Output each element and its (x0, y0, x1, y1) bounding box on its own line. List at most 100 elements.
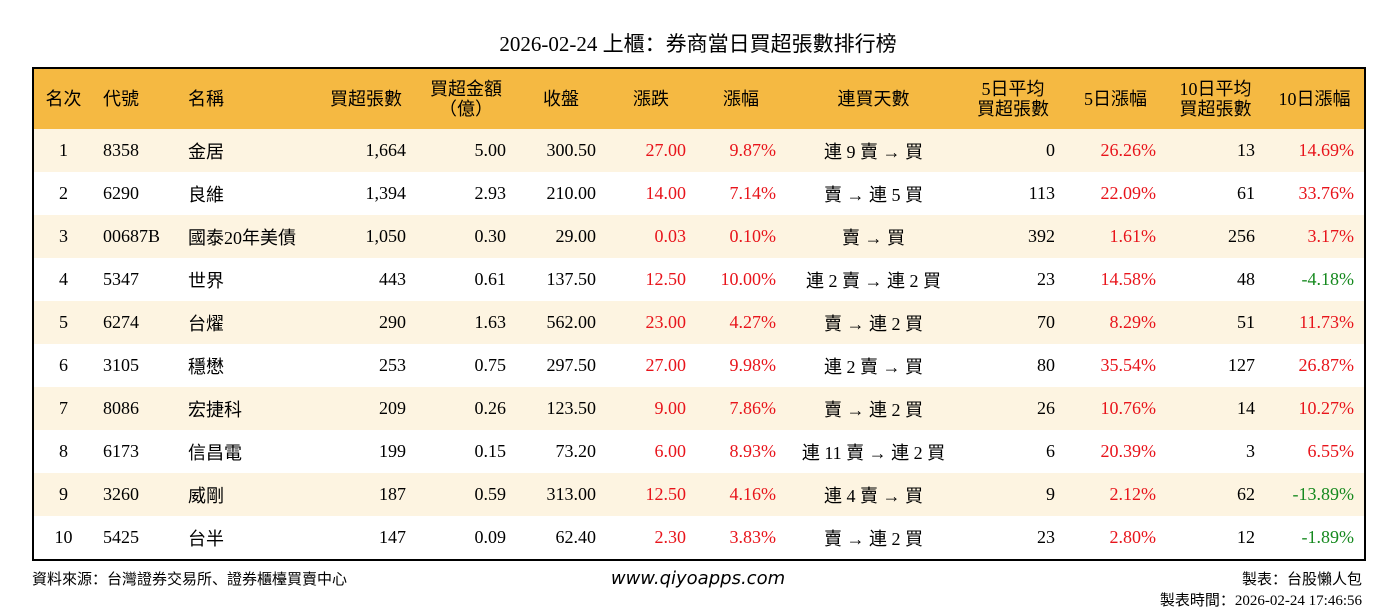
table-cell: 2.12% (1065, 473, 1166, 516)
table-cell: 5347 (103, 269, 139, 289)
header-line: 漲跌 (633, 89, 669, 109)
table-cell: 27.00 (645, 355, 687, 375)
table-cell: 26.26% (1065, 129, 1166, 172)
table-cell: 9.87% (696, 129, 786, 172)
table-cell: 連 4 賣 → 買 (786, 473, 961, 516)
table-cell: 1.61% (1065, 215, 1166, 258)
column-header: 名次 (33, 68, 93, 129)
table-cell: 0.61 (474, 269, 507, 289)
table-cell: 392 (961, 215, 1065, 258)
table-cell: 7.14% (729, 183, 777, 203)
table-row: 3 00687B 國泰20年美債 1,050 0.30 29.00 0.03 0.10% 賣 →… (33, 215, 1365, 258)
column-header: 買超張數 (316, 68, 416, 129)
table-cell: 5 (33, 301, 93, 344)
table-cell: 3 (33, 215, 93, 258)
table-cell: 0.15 (474, 441, 507, 461)
table-cell: 123.50 (516, 387, 606, 430)
table-cell: 6 (59, 355, 68, 375)
table-cell: 12.50 (606, 473, 696, 516)
table-cell: 賣 → 連 5 買 (824, 184, 923, 205)
column-header: 收盤 (516, 68, 606, 129)
header-line: 代號 (103, 89, 139, 109)
column-header: 漲跌 (606, 68, 696, 129)
table-cell: 33.76% (1298, 183, 1355, 203)
table-cell: 1 (33, 129, 93, 172)
table-cell: 5.00 (416, 129, 516, 172)
table-cell: 0.03 (606, 215, 696, 258)
header-line: （億） (439, 99, 493, 119)
table-cell: 290 (316, 301, 416, 344)
table-cell: 5425 (103, 527, 139, 547)
table-cell: -4.18% (1301, 269, 1355, 289)
table-cell: 10.76% (1065, 387, 1166, 430)
table-cell: 23.00 (606, 301, 696, 344)
table-cell: 連 9 賣 → 買 (786, 129, 961, 172)
table-cell: 3 (1246, 441, 1255, 461)
table-cell: 賣 → 連 2 買 (786, 301, 961, 344)
table-cell: 3.83% (729, 527, 777, 547)
header-line: 買超張數 (977, 99, 1049, 119)
table-row: 10 5425 台半 147 0.09 62.40 2.30 3.83% 賣 → 連 2 買 23… (33, 516, 1365, 560)
table-cell: 3105 (103, 355, 139, 375)
table-cell: 26 (961, 387, 1065, 430)
table-cell: 世界 (188, 270, 224, 291)
table-cell: 3260 (93, 473, 178, 516)
table-cell: 0.26 (416, 387, 516, 430)
table-cell: 賣 → 連 2 買 (786, 387, 961, 430)
table-cell: 256 (1166, 215, 1265, 258)
table-cell: 國泰20年美債 (178, 215, 316, 258)
table-cell: 187 (316, 473, 416, 516)
table-cell: 8.29% (1065, 301, 1166, 344)
title: 2026-02-24 上櫃：券商當日買超張數排行榜 (499, 32, 897, 56)
table-cell: 80 (1037, 355, 1055, 375)
table-body: 1 8358 金居 1,664 5.00 300.50 27.00 9.87% 連 9 賣 → … (33, 129, 1365, 560)
table-cell: 27.00 (606, 129, 696, 172)
header-line: 10日漲幅 (1278, 89, 1351, 109)
table-cell: 13 (1166, 129, 1265, 172)
table-cell: 9.98% (729, 355, 777, 375)
table-cell: 0.30 (416, 215, 516, 258)
table-cell: 1,394 (365, 183, 407, 203)
table-cell: 台燿 (178, 301, 316, 344)
table-cell: 12 (1237, 527, 1255, 547)
table-cell: 4.27% (696, 301, 786, 344)
table-cell: 10.00% (720, 269, 777, 289)
header-line: 5日平均 (981, 79, 1045, 99)
table-cell: -1.89% (1301, 527, 1355, 547)
table-cell: 210.00 (546, 183, 597, 203)
column-header: 買超金額 （億） (416, 68, 516, 129)
column-header: 5日平均 買超張數 (961, 68, 1065, 129)
table-cell: 2.93 (474, 183, 507, 203)
header-line: 收盤 (543, 89, 579, 109)
table-cell: 48 (1237, 269, 1255, 289)
table-cell: 51 (1166, 301, 1265, 344)
table-cell: 9 (961, 473, 1065, 516)
column-header: 10日平均 買超張數 (1166, 68, 1265, 129)
table-cell: 連 2 賣 → 連 2 買 (806, 270, 941, 291)
table-cell: 8 (59, 441, 68, 461)
table-cell: 443 (379, 269, 406, 289)
table-cell: 宏捷科 (178, 387, 316, 430)
table-cell: 1.63 (416, 301, 516, 344)
column-header: 10日漲幅 (1265, 68, 1365, 129)
header-row: 名次 代號 名稱 買超張數 買超金額 （億） 收盤 漲跌 漲幅 連買天數 5日平均 買超張數 5日漲幅 1… (33, 68, 1365, 129)
table-cell: 23 (1037, 269, 1055, 289)
timestamp: 製表時間：2026-02-24 17:46:56 (1159, 593, 1362, 609)
table-cell: 147 (379, 527, 406, 547)
column-header: 代號 (93, 68, 178, 129)
table-cell: 137.50 (546, 269, 597, 289)
table-row: 6 3105 穩懋 253 0.75 297.50 27.00 9.98% 連 2 賣 → 買 8… (33, 344, 1365, 387)
table-cell: 台半 (188, 528, 224, 549)
table-cell: 賣 → 連 2 買 (824, 528, 923, 549)
table-cell: 10.27% (1265, 387, 1365, 430)
table-cell: 300.50 (516, 129, 606, 172)
table-cell: 連 11 賣 → 連 2 買 (801, 442, 946, 463)
table-cell: 0.75 (474, 355, 507, 375)
header-line: 5日漲幅 (1084, 89, 1147, 109)
table-cell: 297.50 (546, 355, 597, 375)
table-cell: 9 (33, 473, 93, 516)
table-cell: 20.39% (1100, 441, 1157, 461)
table-cell: 4.16% (696, 473, 786, 516)
